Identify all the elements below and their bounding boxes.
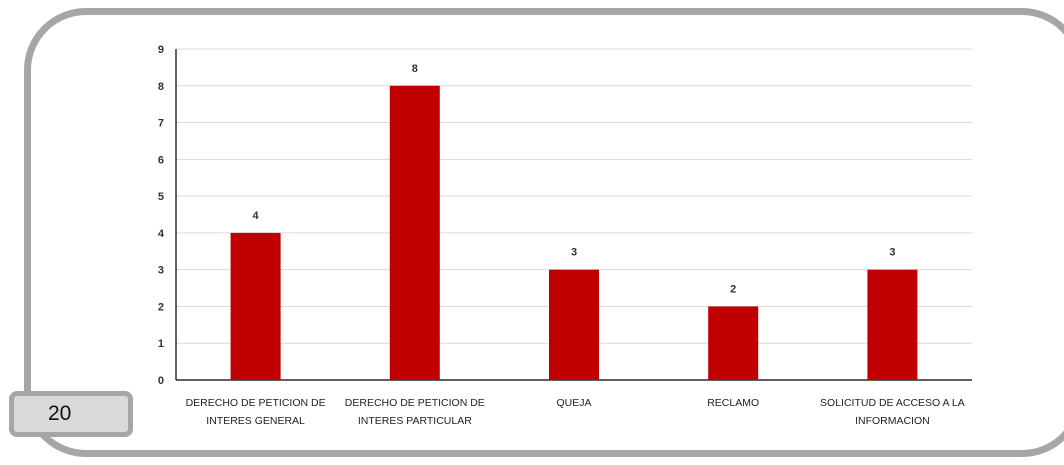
y-axis-ticks: 0 1 2 3 4 5 6 7 8 9 <box>158 44 165 387</box>
y-tick-label: 8 <box>158 81 164 93</box>
data-label: 3 <box>571 247 577 259</box>
category-labels: DERECHO DE PETICION DE INTERES GENERAL DER… <box>186 397 965 427</box>
y-tick-label: 7 <box>158 118 164 130</box>
data-label: 2 <box>730 283 736 295</box>
bar <box>389 85 440 381</box>
bars <box>230 85 918 381</box>
category-label: RECLAMO <box>707 397 759 409</box>
y-tick-label: 0 <box>158 375 164 387</box>
y-tick-label: 9 <box>158 44 164 56</box>
y-tick-label: 3 <box>158 265 164 277</box>
y-tick-label: 4 <box>158 228 165 240</box>
category-label: DERECHO DE PETICION DE INTERES GENERAL <box>186 397 326 427</box>
bar <box>708 306 759 380</box>
data-label: 4 <box>253 210 260 222</box>
category-label: QUEJA <box>556 397 591 409</box>
y-tick-label: 2 <box>158 301 164 313</box>
y-tick-label: 6 <box>158 154 164 166</box>
page-number: 20 <box>48 402 72 425</box>
bar <box>867 269 918 380</box>
bar <box>230 232 281 380</box>
y-tick-label: 1 <box>158 338 164 350</box>
category-label: SOLICITUD DE ACCESO A LA INFORMACION <box>820 397 965 427</box>
y-tick-label: 5 <box>158 191 164 203</box>
bar <box>549 269 599 380</box>
data-label: 8 <box>412 63 418 75</box>
data-label: 3 <box>889 247 895 259</box>
data-labels: 4 8 3 2 3 <box>253 63 896 296</box>
page-number-box: 20 <box>9 391 133 437</box>
category-label: DERECHO DE PETICION DE INTERES PARTICULAR <box>345 397 485 427</box>
